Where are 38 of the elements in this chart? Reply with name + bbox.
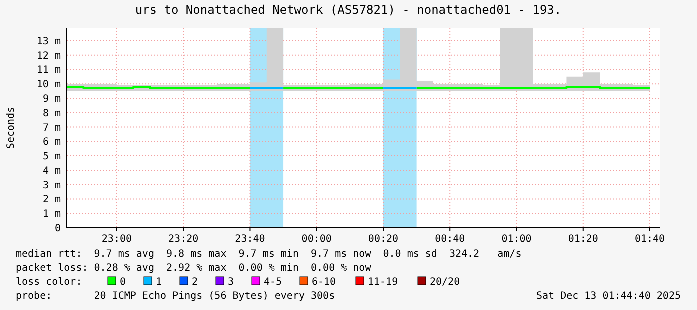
x-tick-label: 01:40: [634, 234, 666, 245]
x-tick-label: 00:40: [435, 234, 466, 245]
chart-title: urs to Nonattached Network (AS57821) - nonattached01 - 193.: [135, 3, 562, 17]
y-tick-label: 3 m: [42, 180, 61, 192]
x-tick-label: 01:00: [502, 234, 532, 245]
y-tick-label: 1 m: [42, 209, 61, 220]
legend-label: 11-19: [368, 277, 398, 288]
y-tick-label: 8 m: [42, 108, 61, 120]
y-axis-title: Seconds: [6, 106, 17, 150]
y-tick-label: 5 m: [42, 152, 61, 163]
y-tick-label: 2 m: [42, 194, 61, 206]
y-tick-label: 6 m: [42, 137, 61, 148]
legend-label: 2: [192, 277, 198, 288]
y-tick-label: 9 m: [42, 94, 61, 106]
text: median rtt: 9.7 ms avg 9.8 ms max 9.7 ms min 9.7 ms now 0.0 ms sd 324.2 am/s: [16, 249, 522, 260]
y-tick-label: 0: [54, 224, 61, 234]
legend-label: 6-10: [312, 277, 336, 288]
x-tick-label: 23:00: [102, 234, 132, 245]
text: Sat Dec 13 01:44:40 2025: [536, 291, 681, 302]
x-tick-label: 23:20: [168, 234, 199, 245]
y-tick-label: 11 m: [36, 65, 61, 76]
legend-label: 0: [120, 277, 126, 288]
text: packet loss: 0.28 % avg 2.92 % max 0.00 % min 0.00 % now: [16, 263, 372, 274]
y-tick-label: 12 m: [36, 50, 61, 62]
y-tick-label: 7 m: [42, 122, 61, 134]
legend-title: loss color:: [16, 277, 82, 288]
x-tick-label: 00:20: [368, 234, 399, 245]
y-tick-label: 10 m: [36, 80, 61, 91]
legend-label: 1: [156, 277, 162, 288]
legend-label: 20/20: [430, 277, 460, 288]
x-tick-label: 23:40: [235, 234, 266, 245]
text: probe: 20 ICMP Echo Pings (56 Bytes) every 300s: [16, 291, 336, 302]
x-tick-label: 00:00: [302, 234, 332, 245]
y-tick-label: 13 m: [36, 36, 61, 48]
x-tick-label: 01:20: [568, 234, 598, 245]
y-tick-label: 4 m: [42, 166, 61, 177]
legend-label: 3: [228, 277, 234, 288]
legend-label: 4-5: [264, 277, 282, 288]
